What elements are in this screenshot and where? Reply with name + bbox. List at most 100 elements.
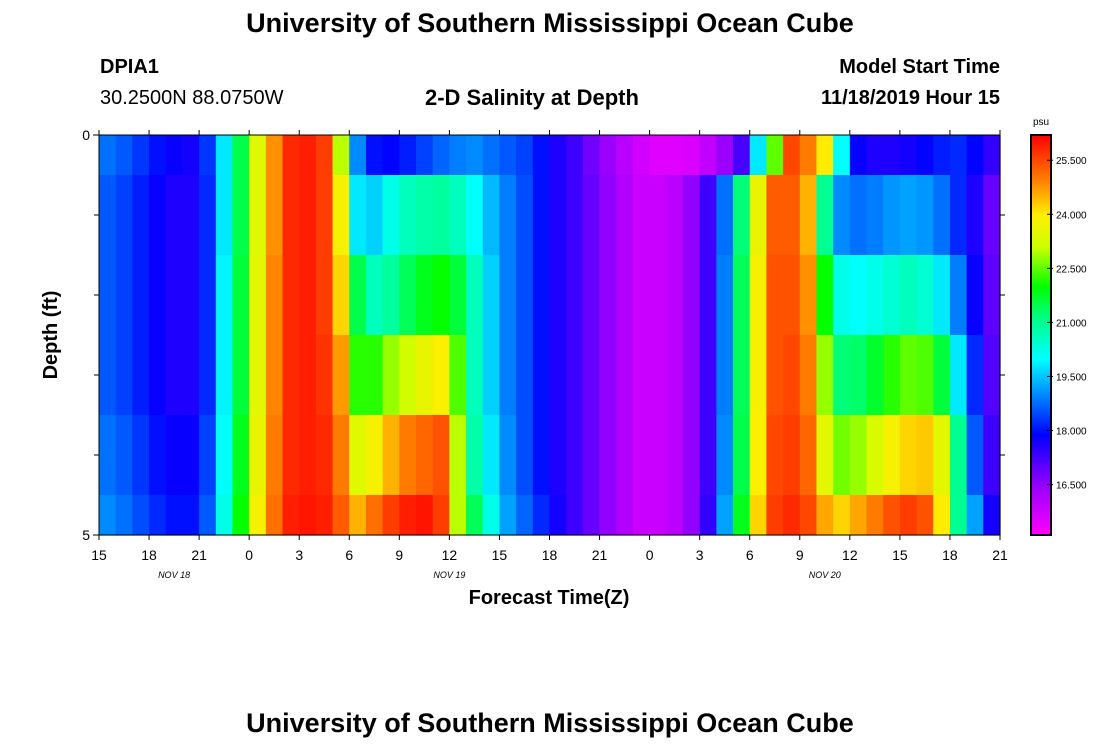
heatmap-cell xyxy=(232,255,250,336)
heatmap-cell xyxy=(549,415,567,496)
heatmap-cell xyxy=(482,495,501,536)
heatmap-cell xyxy=(966,495,984,536)
heatmap-cell xyxy=(549,495,567,536)
heatmap-cell xyxy=(265,135,284,176)
heatmap-cell xyxy=(699,175,717,256)
heatmap-cell xyxy=(966,415,984,496)
heatmap-cell xyxy=(816,135,834,176)
heatmap-cell xyxy=(516,415,534,496)
heatmap-cell xyxy=(315,415,334,496)
heatmap-cell xyxy=(466,175,484,256)
heatmap-cell xyxy=(466,495,484,536)
heatmap-cell xyxy=(299,495,317,536)
heatmap-cell xyxy=(132,415,150,496)
heatmap-cell xyxy=(265,175,284,256)
heatmap-cell xyxy=(716,175,734,256)
heatmap-cell xyxy=(866,415,884,496)
colorbar-tick-label: 24.000 xyxy=(1056,210,1087,221)
heatmap-cell xyxy=(182,255,200,336)
heatmap-cell xyxy=(699,255,717,336)
heatmap-cell xyxy=(682,415,701,496)
heatmap-cell xyxy=(282,495,300,536)
date-label: NOV 18 xyxy=(158,570,190,580)
heatmap-cell xyxy=(682,135,701,176)
heatmap-cell xyxy=(616,495,634,536)
heatmap-cell xyxy=(649,175,667,256)
heatmap-cell xyxy=(499,335,517,416)
heatmap-cell xyxy=(149,495,167,536)
heatmap-cell xyxy=(532,335,551,416)
heatmap-cell xyxy=(883,175,901,256)
heatmap-cell xyxy=(933,415,951,496)
heatmap-cell xyxy=(165,335,184,416)
heatmap-cell xyxy=(382,415,400,496)
heatmap-cell xyxy=(866,175,884,256)
y-axis: 05 xyxy=(82,127,1005,543)
heatmap-cell xyxy=(549,335,567,416)
heatmap-cell xyxy=(516,495,534,536)
heatmap-cell xyxy=(682,175,701,256)
heatmap-cell xyxy=(749,495,768,536)
heatmap-cell xyxy=(399,135,417,176)
heatmap-cell xyxy=(866,135,884,176)
heatmap-cell xyxy=(399,415,417,496)
heatmap-cell xyxy=(332,495,350,536)
heatmap-cell xyxy=(716,495,734,536)
heatmap-cell xyxy=(215,495,234,536)
heatmap-cell xyxy=(249,175,267,256)
heatmap-cell xyxy=(899,335,918,416)
heatmap-cell xyxy=(499,135,517,176)
heatmap-cell xyxy=(616,415,634,496)
heatmap-cell xyxy=(416,255,434,336)
heatmap-cell xyxy=(733,255,751,336)
heatmap-cells xyxy=(99,135,1001,536)
heatmap-cell xyxy=(466,415,484,496)
colorbar-tick-label: 25.500 xyxy=(1056,156,1087,167)
heatmap-cell xyxy=(632,415,651,496)
heatmap-cell xyxy=(315,495,334,536)
heatmap-cell xyxy=(949,135,968,176)
heatmap-cell xyxy=(916,335,934,416)
model-start-label: Model Start Time xyxy=(839,56,1000,78)
x-tick-label: 15 xyxy=(892,547,908,563)
heatmap-cell xyxy=(766,335,784,416)
heatmap-cell xyxy=(382,495,400,536)
heatmap-cell xyxy=(933,135,951,176)
heatmap-cell xyxy=(949,255,968,336)
heatmap-cell xyxy=(349,175,367,256)
heatmap-cell xyxy=(532,135,551,176)
heatmap-cell xyxy=(215,175,234,256)
heatmap-cell xyxy=(232,135,250,176)
heatmap-cell xyxy=(215,135,234,176)
heatmap-cell xyxy=(149,255,167,336)
heatmap-cell xyxy=(399,495,417,536)
x-tick-label: 18 xyxy=(942,547,958,563)
heatmap-cell xyxy=(983,175,1001,256)
heatmap-cell xyxy=(616,175,634,256)
heatmap-cell xyxy=(482,335,501,416)
heatmap-cell xyxy=(866,495,884,536)
heatmap-cell xyxy=(299,255,317,336)
heatmap-cell xyxy=(666,135,684,176)
heatmap-cell xyxy=(983,495,1001,536)
heatmap-cell xyxy=(115,175,133,256)
heatmap-cell xyxy=(749,175,768,256)
date-label: NOV 19 xyxy=(433,570,465,580)
heatmap-cell xyxy=(799,175,818,256)
heatmap-cell xyxy=(716,335,734,416)
x-tick-label: 3 xyxy=(295,547,303,563)
heatmap-cell xyxy=(716,135,734,176)
heatmap-cell xyxy=(766,495,784,536)
heatmap-cell xyxy=(899,255,918,336)
heatmap-cell xyxy=(365,495,384,536)
heatmap-cell xyxy=(649,255,667,336)
heatmap-cell xyxy=(899,135,918,176)
colorbar-tick-label: 16.500 xyxy=(1056,481,1087,492)
heatmap-cell xyxy=(799,415,818,496)
x-tick-label: 21 xyxy=(592,547,608,563)
heatmap-cell xyxy=(833,175,851,256)
heatmap-cell xyxy=(916,135,934,176)
heatmap-cell xyxy=(983,415,1001,496)
heatmap-cell xyxy=(115,255,133,336)
heatmap-cell xyxy=(566,415,584,496)
